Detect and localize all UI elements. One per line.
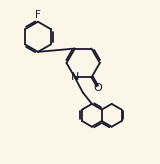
Text: N: N <box>71 72 79 82</box>
Text: O: O <box>93 83 102 93</box>
Text: F: F <box>35 10 41 20</box>
